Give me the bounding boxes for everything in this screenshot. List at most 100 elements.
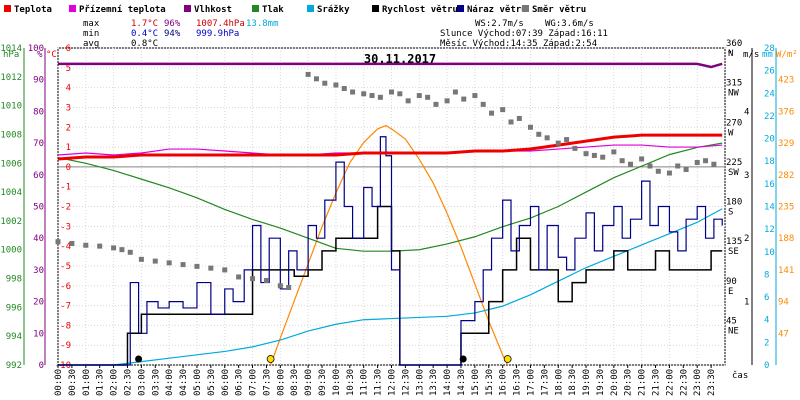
x-tick-label: 15:30 — [485, 369, 495, 396]
x-tick-label: 12:30 — [401, 369, 411, 396]
x-tick-label: 23:30 — [707, 369, 717, 396]
stat-value: max — [83, 19, 100, 29]
tick-label-mm: 24 — [764, 89, 775, 99]
wind-dir-point — [222, 267, 228, 273]
tick-label-hpa: 1012 — [0, 73, 22, 83]
tick-label-pct: 30 — [33, 266, 44, 276]
wind-dir-point — [236, 274, 242, 280]
legend-item: Srážky — [307, 5, 350, 15]
x-tick-label: 19:00 — [582, 369, 592, 396]
moon-times: Měsíc Východ:14:35 Západ:2:54 — [440, 39, 597, 49]
series-teplota — [57, 133, 723, 161]
wind-dir-point — [138, 256, 144, 262]
x-tick-label: 16:30 — [513, 369, 523, 396]
tick-label-temp: 1 — [66, 143, 71, 153]
tick-label-ms: 4 — [744, 107, 749, 117]
x-tick-label: 18:30 — [568, 369, 578, 396]
x-tick-label: 10:30 — [346, 369, 356, 396]
wind-dir-point — [628, 161, 634, 167]
x-tick-label: 18:00 — [554, 369, 564, 396]
legend-item: Vlhkost — [184, 5, 232, 15]
series-srazky — [58, 208, 723, 366]
legend: Teplota Přízemní teplota Vlhkost Tlak Srážky… — [4, 4, 586, 15]
tick-label-pct: 70 — [33, 139, 44, 149]
tick-label-hpa: 1008 — [0, 130, 22, 140]
tick-label-temp: -4 — [60, 242, 71, 252]
tick-label-pct: 40 — [33, 234, 44, 244]
legend-label: Tlak — [262, 5, 284, 15]
tick-label-wm2: 282 — [778, 171, 794, 181]
stats-block: max 1.7°C 96% 1007.4hPa 13.8mm min 0.4°C 94% 999… — [83, 19, 279, 49]
legend-item: Přízemní teplota — [69, 5, 166, 15]
x-tick-label: 00:00 — [54, 369, 64, 396]
tick-label-mm: 18 — [764, 157, 775, 167]
x-tick-label: 12:00 — [388, 369, 398, 396]
legend-label: Náraz větru — [467, 4, 527, 15]
tick-label-temp: 4 — [66, 84, 71, 94]
tick-label-hpa: 992 — [6, 361, 22, 371]
tick-label-hpa: 1004 — [0, 188, 22, 198]
tick-label-mm: 26 — [764, 67, 775, 77]
wind-dir-point — [416, 93, 422, 99]
wind-dir-point — [425, 94, 431, 100]
legend-label: Směr větru — [532, 4, 586, 15]
wind-dir-point — [369, 93, 375, 99]
wind-dir-point — [572, 145, 578, 151]
wind-dir-point — [341, 86, 347, 92]
legend-item: Náraz větru — [457, 4, 527, 15]
legend-swatch — [4, 5, 11, 12]
wind-dir-point — [666, 170, 672, 176]
wind-dir-point — [619, 158, 625, 164]
tick-label-pct: 0 — [39, 361, 44, 371]
tick-label-wm2: 188 — [778, 234, 794, 244]
tick-label-temp: 6 — [66, 44, 71, 54]
wind-dir-point — [500, 107, 506, 113]
x-tick-label: 06:00 — [221, 369, 231, 396]
tick-label-mm: 12 — [764, 225, 775, 235]
x-tick-label: 21:00 — [638, 369, 648, 396]
wind-dir-point — [536, 131, 542, 137]
wind-dir-point — [333, 82, 339, 88]
sun-times: Slunce Východ:07:39 Západ:16:11 — [440, 29, 608, 39]
tick-label-pct: 10 — [33, 329, 44, 339]
x-tick-label: 22:30 — [679, 369, 689, 396]
wind-dir-point — [675, 163, 681, 169]
tick-label-mm: 16 — [764, 180, 775, 190]
legend-swatch — [69, 5, 76, 12]
tick-label-dir: NW — [728, 89, 739, 99]
tick-label-mm: 28 — [764, 44, 775, 54]
tick-label-temp: -6 — [60, 282, 71, 292]
tick-label-temp: -8 — [60, 321, 71, 331]
axis-title-hpa: hPa — [3, 50, 19, 60]
wind-dir-point — [194, 263, 200, 269]
tick-label-hpa: 1014 — [0, 44, 22, 54]
x-tick-label: 23:00 — [693, 369, 703, 396]
wind-dir-point — [480, 101, 486, 107]
x-tick-label: 20:30 — [624, 369, 634, 396]
tick-label-temp: -3 — [60, 222, 71, 232]
x-tick-label: 20:00 — [610, 369, 620, 396]
wind-dir-point — [286, 285, 292, 291]
x-tick-label: 15:00 — [471, 369, 481, 396]
wind-dir-point — [544, 135, 550, 141]
x-tick-label: 01:00 — [82, 369, 92, 396]
tick-label-mm: 2 — [764, 338, 769, 348]
tick-label-hpa: 996 — [6, 303, 22, 313]
wind-dir-point — [97, 243, 103, 249]
axes: hPa1014101210101008100610041002100099899… — [0, 39, 797, 396]
wind-dir-point — [703, 158, 709, 164]
tick-label-dir: N — [728, 49, 733, 59]
tick-label-mm: 4 — [764, 316, 769, 326]
legend-item: Teplota — [4, 5, 52, 15]
wind-dir-point — [322, 80, 328, 86]
x-tick-label: 09:30 — [318, 369, 328, 396]
tick-label-pct: 100 — [28, 44, 44, 54]
tick-label-deg: 315 — [726, 79, 742, 89]
wind-dir-point — [389, 89, 394, 95]
x-tick-label: 11:00 — [360, 369, 370, 396]
x-tick-label: 16:00 — [499, 369, 509, 396]
x-tick-label: 17:30 — [540, 369, 550, 396]
tick-label-pct: 80 — [33, 107, 44, 117]
axis-title-ms: m/s — [743, 50, 759, 60]
